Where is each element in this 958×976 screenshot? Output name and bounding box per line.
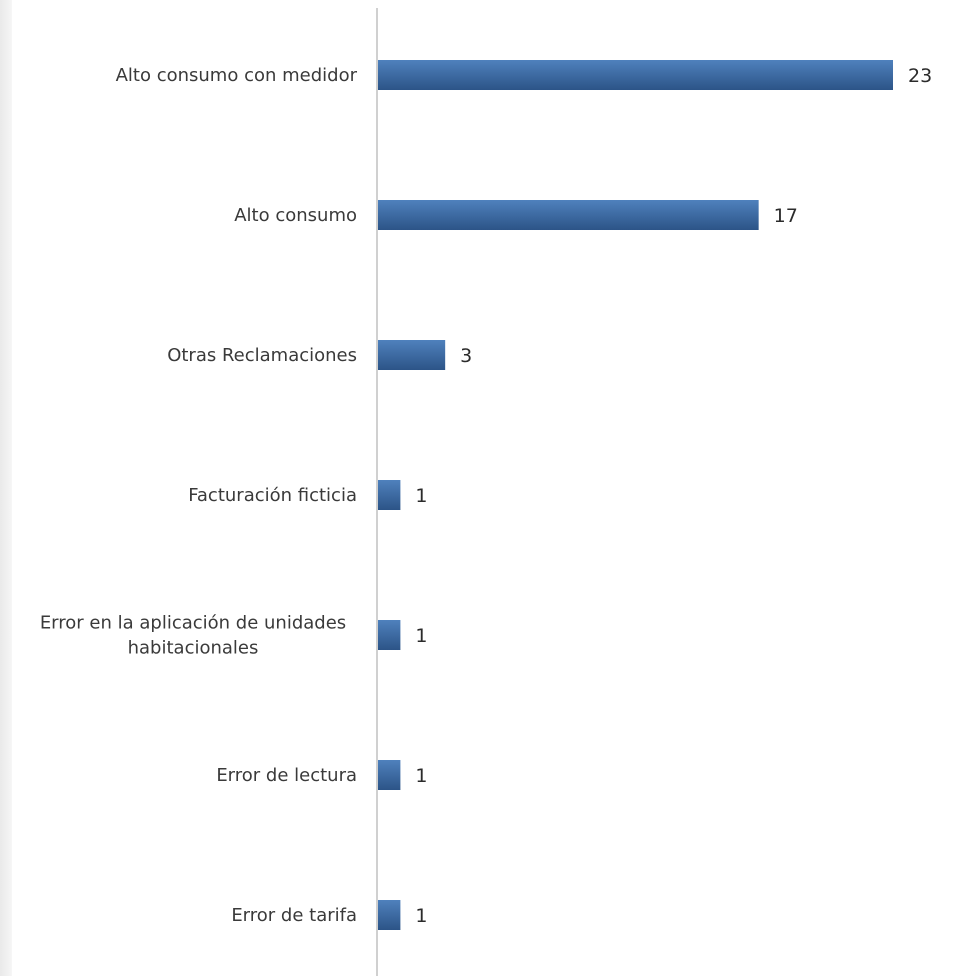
bars-layer: 23 Alto consumo con medidor 17 Alto consumo… bbox=[40, 60, 932, 930]
category-tick-label: Facturación ficticia bbox=[188, 485, 357, 506]
bar-value-label: 17 bbox=[774, 205, 798, 227]
category-tick-label: Alto consumo bbox=[234, 205, 357, 226]
bar-value-label: 1 bbox=[415, 485, 427, 507]
left-margin-strip bbox=[0, 0, 12, 976]
bar bbox=[378, 60, 893, 90]
category-tick-label: Error de tarifa bbox=[231, 905, 357, 926]
bar-value-label: 1 bbox=[415, 765, 427, 787]
category-tick-label: Error en la aplicación de unidades habita… bbox=[40, 613, 346, 659]
bar bbox=[378, 340, 446, 370]
category-tick-label: Error de lectura bbox=[216, 765, 357, 786]
bar bbox=[378, 480, 401, 510]
bar bbox=[378, 200, 759, 230]
bar bbox=[378, 760, 401, 790]
category-tick-label: Alto consumo con medidor bbox=[116, 65, 358, 86]
bar-value-label: 1 bbox=[415, 625, 427, 647]
bar-value-label: 3 bbox=[460, 345, 472, 367]
bar-value-label: 23 bbox=[908, 65, 932, 87]
bar bbox=[378, 620, 401, 650]
bar bbox=[378, 900, 401, 930]
category-tick-label: Otras Reclamaciones bbox=[167, 345, 357, 366]
bar-value-label: 1 bbox=[415, 905, 427, 927]
